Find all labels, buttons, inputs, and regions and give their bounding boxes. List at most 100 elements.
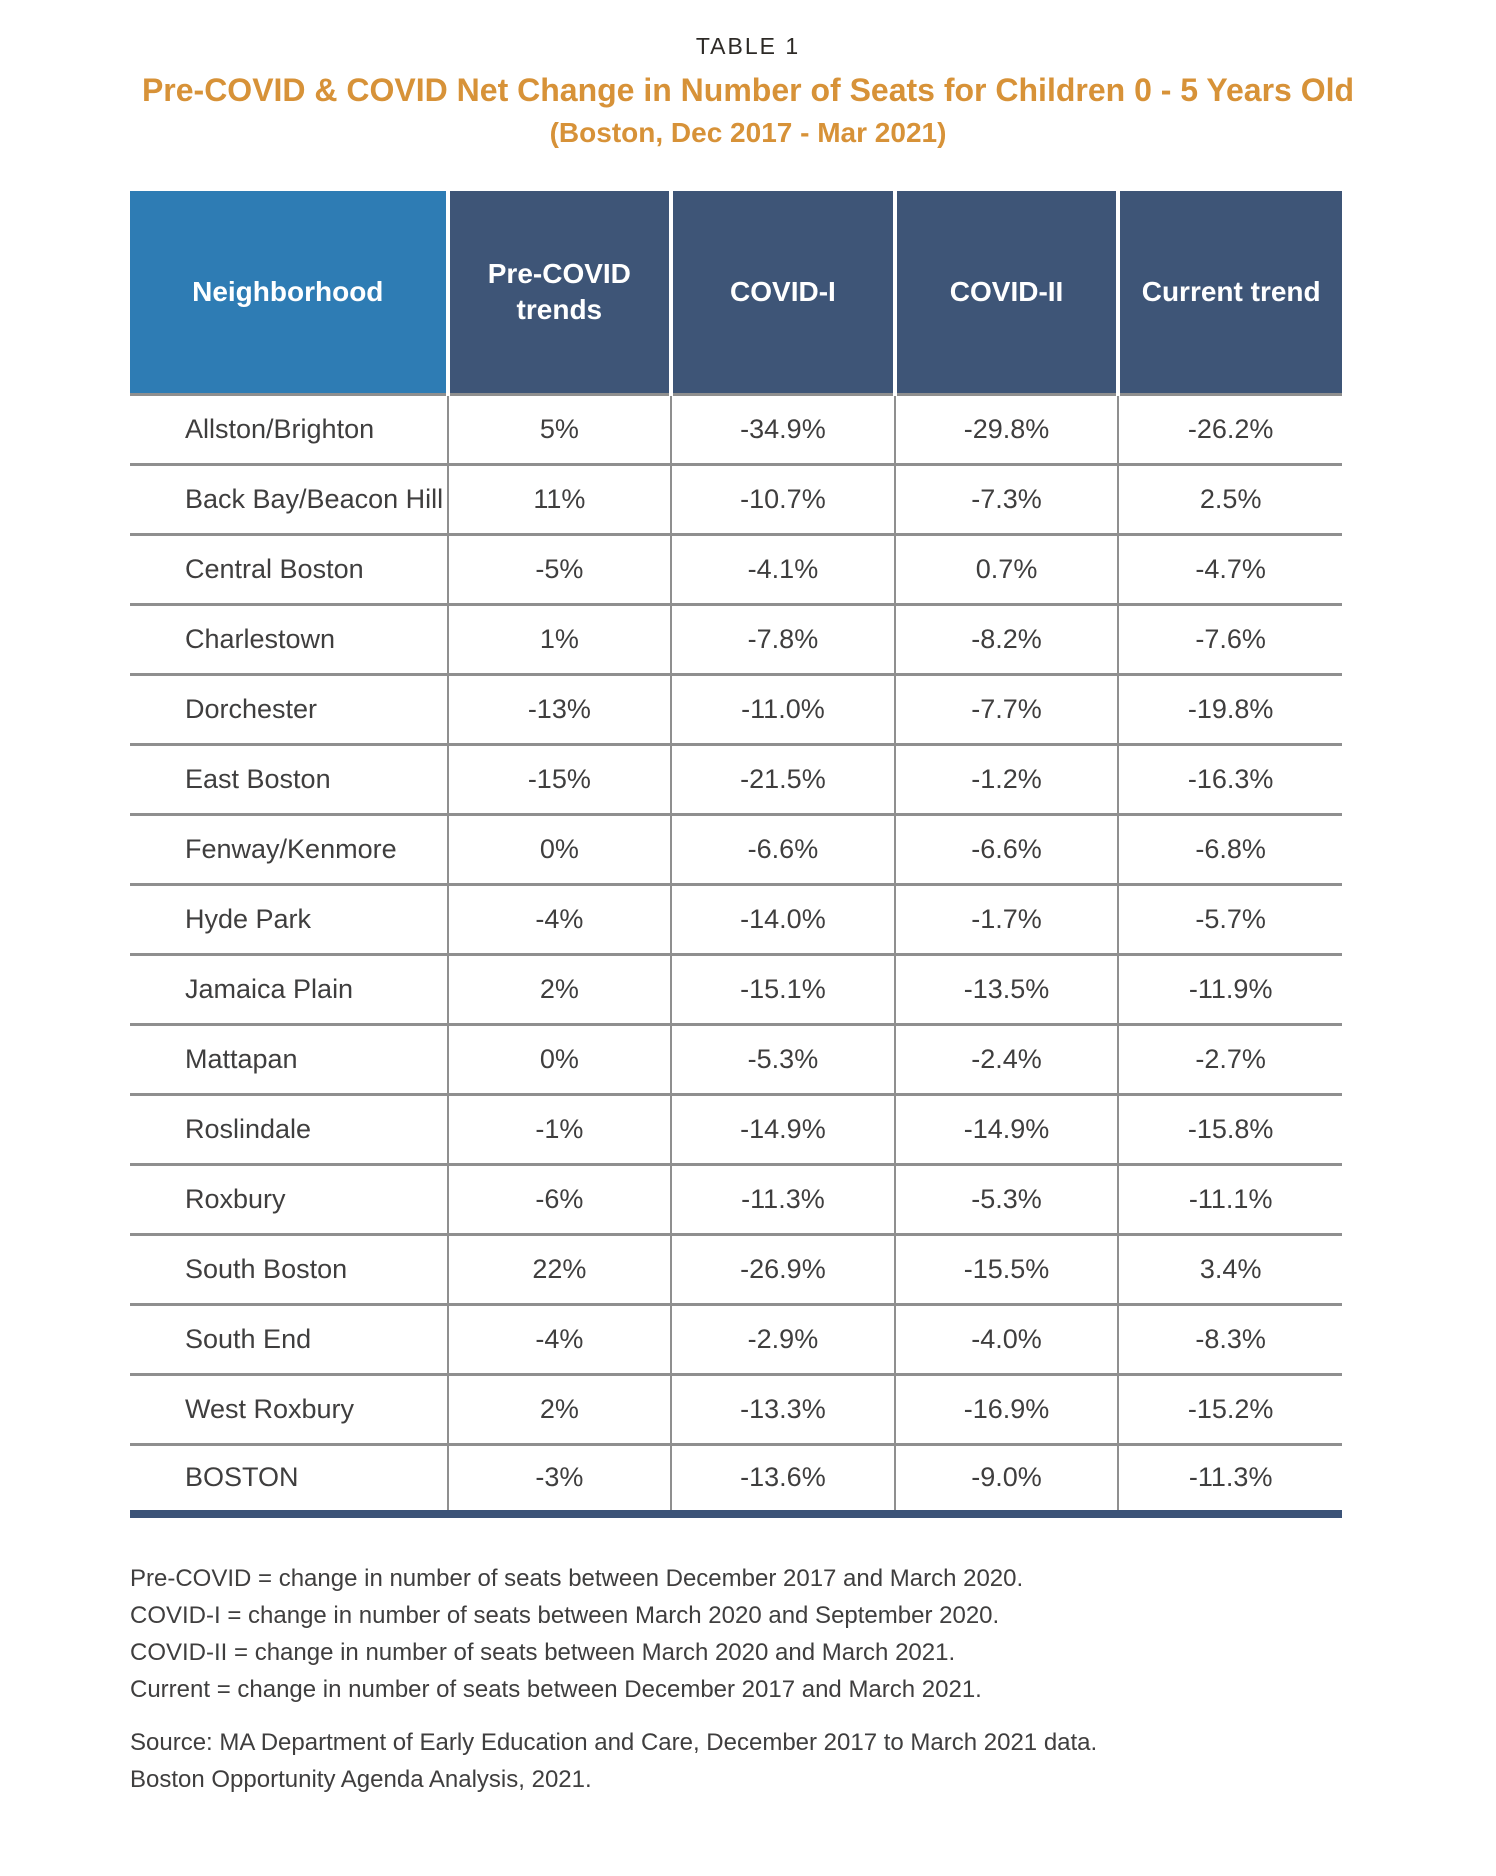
table-header: Neighborhood Pre-COVID trends COVID-I CO… bbox=[130, 191, 1342, 396]
table-row: Allston/Brighton 5% -34.9% -29.8% -26.2% bbox=[130, 394, 1342, 466]
table-row: Mattapan 0% -5.3% -2.4% -2.7% bbox=[130, 1024, 1342, 1096]
header-row: Neighborhood Pre-COVID trends COVID-I CO… bbox=[130, 191, 1342, 396]
value-cell: 1% bbox=[446, 604, 672, 676]
value-cell: -2.9% bbox=[670, 1304, 895, 1376]
neighborhood-cell: BOSTON bbox=[130, 1444, 448, 1518]
value-cell: -7.8% bbox=[670, 604, 895, 676]
footnote-pre-covid: Pre-COVID = change in number of seats be… bbox=[130, 1565, 1024, 1592]
value-cell: -13% bbox=[446, 674, 672, 746]
value-cell: -8.3% bbox=[1117, 1304, 1342, 1376]
value-cell: -13.3% bbox=[670, 1374, 895, 1446]
value-cell: -7.7% bbox=[893, 674, 1119, 746]
value-cell: -15.8% bbox=[1117, 1094, 1342, 1166]
neighborhood-cell: Roxbury bbox=[130, 1164, 448, 1236]
value-cell: -16.3% bbox=[1117, 744, 1342, 816]
value-cell: -29.8% bbox=[893, 394, 1119, 466]
value-cell: 0% bbox=[446, 814, 672, 886]
report-page: TABLE 1 Pre-COVID & COVID Net Change in … bbox=[130, 33, 1496, 1798]
table-row: Central Boston -5% -4.1% 0.7% -4.7% bbox=[130, 534, 1342, 606]
value-cell: -15.2% bbox=[1117, 1374, 1342, 1446]
value-cell: -11.3% bbox=[670, 1164, 895, 1236]
value-cell: -9.0% bbox=[893, 1444, 1119, 1518]
table-row: Back Bay/Beacon Hill 11% -10.7% -7.3% 2.5% bbox=[130, 464, 1342, 536]
neighborhood-cell: Dorchester bbox=[130, 674, 448, 746]
value-cell: -15.5% bbox=[893, 1234, 1119, 1306]
value-cell: -4.0% bbox=[893, 1304, 1119, 1376]
neighborhood-cell: Fenway/Kenmore bbox=[130, 814, 448, 886]
table-row: Hyde Park -4% -14.0% -1.7% -5.7% bbox=[130, 884, 1342, 956]
value-cell: -2.4% bbox=[893, 1024, 1119, 1096]
value-cell: -1.2% bbox=[893, 744, 1119, 816]
footnote-covid-2: COVID-II = change in number of seats bet… bbox=[130, 1639, 956, 1666]
value-cell: -10.7% bbox=[670, 464, 895, 536]
value-cell: -7.3% bbox=[893, 464, 1119, 536]
neighborhood-cell: Jamaica Plain bbox=[130, 954, 448, 1026]
value-cell: -4% bbox=[446, 884, 672, 956]
value-cell: -5.3% bbox=[893, 1164, 1119, 1236]
value-cell: -1.7% bbox=[893, 884, 1119, 956]
column-header-covid-2: COVID-II bbox=[892, 191, 1119, 396]
value-cell: -26.2% bbox=[1117, 394, 1342, 466]
neighborhood-cell: South End bbox=[130, 1304, 448, 1376]
value-cell: -1% bbox=[446, 1094, 672, 1166]
neighborhood-cell: Hyde Park bbox=[130, 884, 448, 956]
table-title: Pre-COVID & COVID Net Change in Number o… bbox=[141, 72, 1355, 108]
value-cell: -14.9% bbox=[893, 1094, 1119, 1166]
table-row: South End -4% -2.9% -4.0% -8.3% bbox=[130, 1304, 1342, 1376]
value-cell: 2% bbox=[446, 954, 672, 1026]
neighborhood-cell: West Roxbury bbox=[130, 1374, 448, 1446]
table-row: BOSTON -3% -13.6% -9.0% -11.3% bbox=[130, 1444, 1342, 1518]
value-cell: -11.9% bbox=[1117, 954, 1342, 1026]
value-cell: -26.9% bbox=[670, 1234, 895, 1306]
value-cell: -14.9% bbox=[670, 1094, 895, 1166]
table-row: Dorchester -13% -11.0% -7.7% -19.8% bbox=[130, 674, 1342, 746]
value-cell: -11.1% bbox=[1117, 1164, 1342, 1236]
value-cell: -2.7% bbox=[1117, 1024, 1342, 1096]
value-cell: -15% bbox=[446, 744, 672, 816]
neighborhood-cell: Central Boston bbox=[130, 534, 448, 606]
column-header-current-trend: Current trend bbox=[1116, 191, 1342, 396]
source-line: Source: MA Department of Early Education… bbox=[130, 1729, 1098, 1756]
value-cell: -4.1% bbox=[670, 534, 895, 606]
footnote-current: Current = change in number of seats betw… bbox=[130, 1676, 982, 1703]
table-row: Fenway/Kenmore 0% -6.6% -6.6% -6.8% bbox=[130, 814, 1342, 886]
table-row: South Boston 22% -26.9% -15.5% 3.4% bbox=[130, 1234, 1342, 1306]
neighborhood-cell: Allston/Brighton bbox=[130, 394, 448, 466]
value-cell: -6.6% bbox=[670, 814, 895, 886]
source-attribution: Source: MA Department of Early Education… bbox=[130, 1724, 1496, 1798]
value-cell: -4% bbox=[446, 1304, 672, 1376]
neighborhood-cell: Back Bay/Beacon Hill bbox=[130, 464, 448, 536]
value-cell: -5.7% bbox=[1117, 884, 1342, 956]
value-cell: 22% bbox=[446, 1234, 672, 1306]
value-cell: -5.3% bbox=[670, 1024, 895, 1096]
value-cell: -11.3% bbox=[1117, 1444, 1342, 1518]
column-header-pre-covid-trends: Pre-COVID trends bbox=[445, 191, 672, 396]
value-cell: -8.2% bbox=[893, 604, 1119, 676]
value-cell: -3% bbox=[446, 1444, 672, 1518]
value-cell: -13.5% bbox=[893, 954, 1119, 1026]
value-cell: -6.8% bbox=[1117, 814, 1342, 886]
source-line: Boston Opportunity Agenda Analysis, 2021… bbox=[130, 1766, 592, 1793]
value-cell: -21.5% bbox=[670, 744, 895, 816]
value-cell: 2% bbox=[446, 1374, 672, 1446]
value-cell: -14.0% bbox=[670, 884, 895, 956]
value-cell: 0.7% bbox=[893, 534, 1119, 606]
footnotes: Pre-COVID = change in number of seats be… bbox=[130, 1560, 1496, 1708]
value-cell: -19.8% bbox=[1117, 674, 1342, 746]
table-number-heading: TABLE 1 bbox=[695, 33, 801, 59]
table-row: East Boston -15% -21.5% -1.2% -16.3% bbox=[130, 744, 1342, 816]
value-cell: -13.6% bbox=[670, 1444, 895, 1518]
value-cell: -6% bbox=[446, 1164, 672, 1236]
column-header-neighborhood: Neighborhood bbox=[130, 191, 448, 396]
value-cell: 0% bbox=[446, 1024, 672, 1096]
value-cell: 11% bbox=[446, 464, 672, 536]
neighborhood-cell: East Boston bbox=[130, 744, 448, 816]
value-cell: -6.6% bbox=[893, 814, 1119, 886]
value-cell: -16.9% bbox=[893, 1374, 1119, 1446]
neighborhood-cell: Mattapan bbox=[130, 1024, 448, 1096]
value-cell: 2.5% bbox=[1117, 464, 1342, 536]
neighborhood-cell: Charlestown bbox=[130, 604, 448, 676]
footnote-covid-1: COVID-I = change in number of seats betw… bbox=[130, 1602, 1000, 1629]
neighborhood-cell: South Boston bbox=[130, 1234, 448, 1306]
neighborhood-cell: Roslindale bbox=[130, 1094, 448, 1166]
